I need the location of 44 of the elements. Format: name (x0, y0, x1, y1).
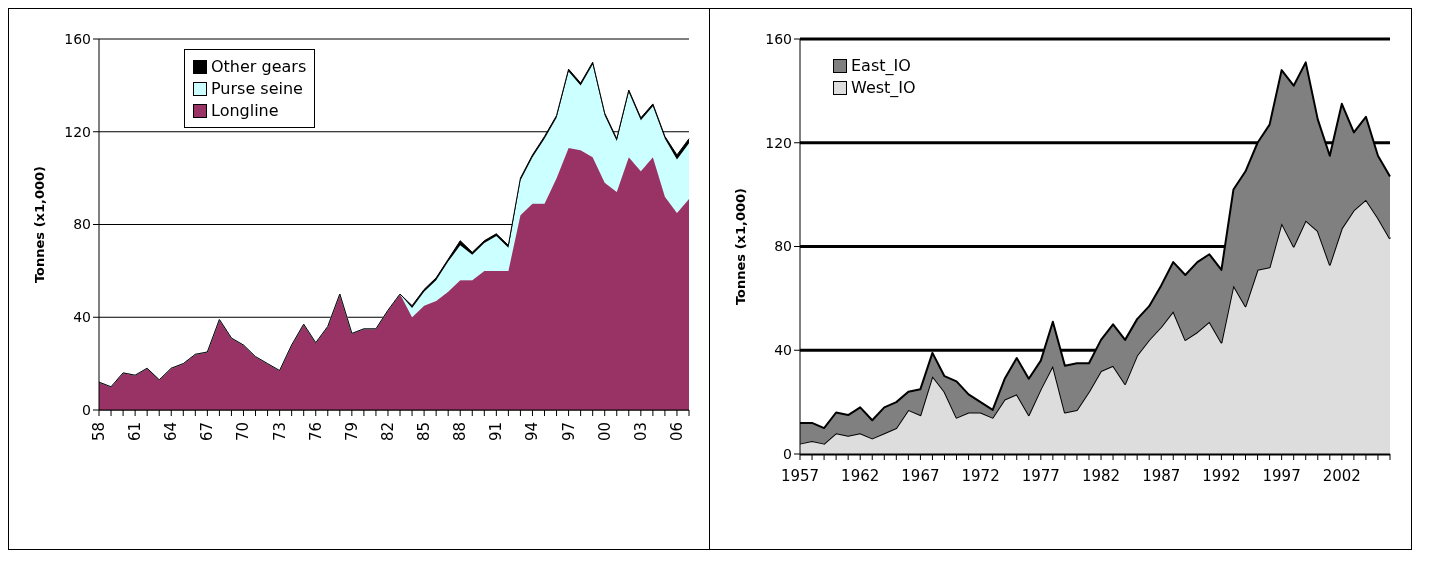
x-tick-label: 70 (234, 422, 253, 442)
x-tick-label: 06 (667, 422, 686, 442)
x-tick-label: 88 (451, 422, 470, 442)
x-tick-label: 79 (342, 422, 361, 442)
x-tick-label: 85 (415, 422, 434, 442)
x-tick-label: 97 (559, 422, 578, 442)
x-tick-label: 61 (126, 422, 145, 442)
y-tick-label: 120 (64, 123, 91, 140)
y-tick-label: 0 (783, 445, 792, 462)
x-tick-label: 1987 (1142, 467, 1181, 486)
x-tick-label: 1962 (841, 467, 880, 486)
y-tick-label: 80 (73, 216, 91, 233)
y-tick-label: 80 (774, 238, 792, 255)
legend-label: Purse seine (211, 79, 303, 98)
x-tick-label: 64 (162, 422, 181, 442)
y-axis-title: Tonnes (x1,000) (31, 165, 47, 284)
x-tick-label: 00 (595, 422, 614, 442)
legend-label: Longline (211, 101, 279, 120)
y-axis-title: Tonnes (x1,000) (732, 187, 748, 306)
x-tick-label: 94 (523, 422, 542, 442)
x-tick-label: 1967 (901, 467, 940, 486)
x-tick-label: 73 (270, 422, 289, 442)
x-tick-label: 1992 (1202, 467, 1241, 486)
x-tick-label: 58 (90, 422, 108, 442)
x-tick-label: 1977 (1021, 467, 1060, 486)
x-tick-label: 91 (487, 422, 506, 442)
x-tick-label: 67 (198, 422, 217, 442)
x-tick-label: 03 (631, 422, 650, 442)
y-tick-label: 160 (765, 30, 792, 47)
x-tick-label: 76 (306, 422, 325, 442)
y-tick-label: 120 (765, 134, 792, 151)
x-tick-label: 1957 (780, 467, 820, 486)
legend-label: East_IO (851, 56, 911, 75)
y-tick-label: 160 (64, 30, 91, 47)
y-tick-label: 40 (774, 342, 792, 359)
y-tick-label: 40 (73, 309, 91, 326)
x-tick-label: 82 (378, 422, 397, 442)
y-tick-label: 0 (82, 401, 91, 418)
legend-label: West_IO (851, 78, 916, 97)
x-tick-label: 2002 (1322, 467, 1361, 486)
x-tick-label: 1997 (1262, 467, 1301, 486)
x-tick-label: 1972 (961, 467, 1000, 486)
x-tick-label: 1982 (1081, 467, 1121, 486)
legend-label: Other gears (211, 57, 307, 76)
